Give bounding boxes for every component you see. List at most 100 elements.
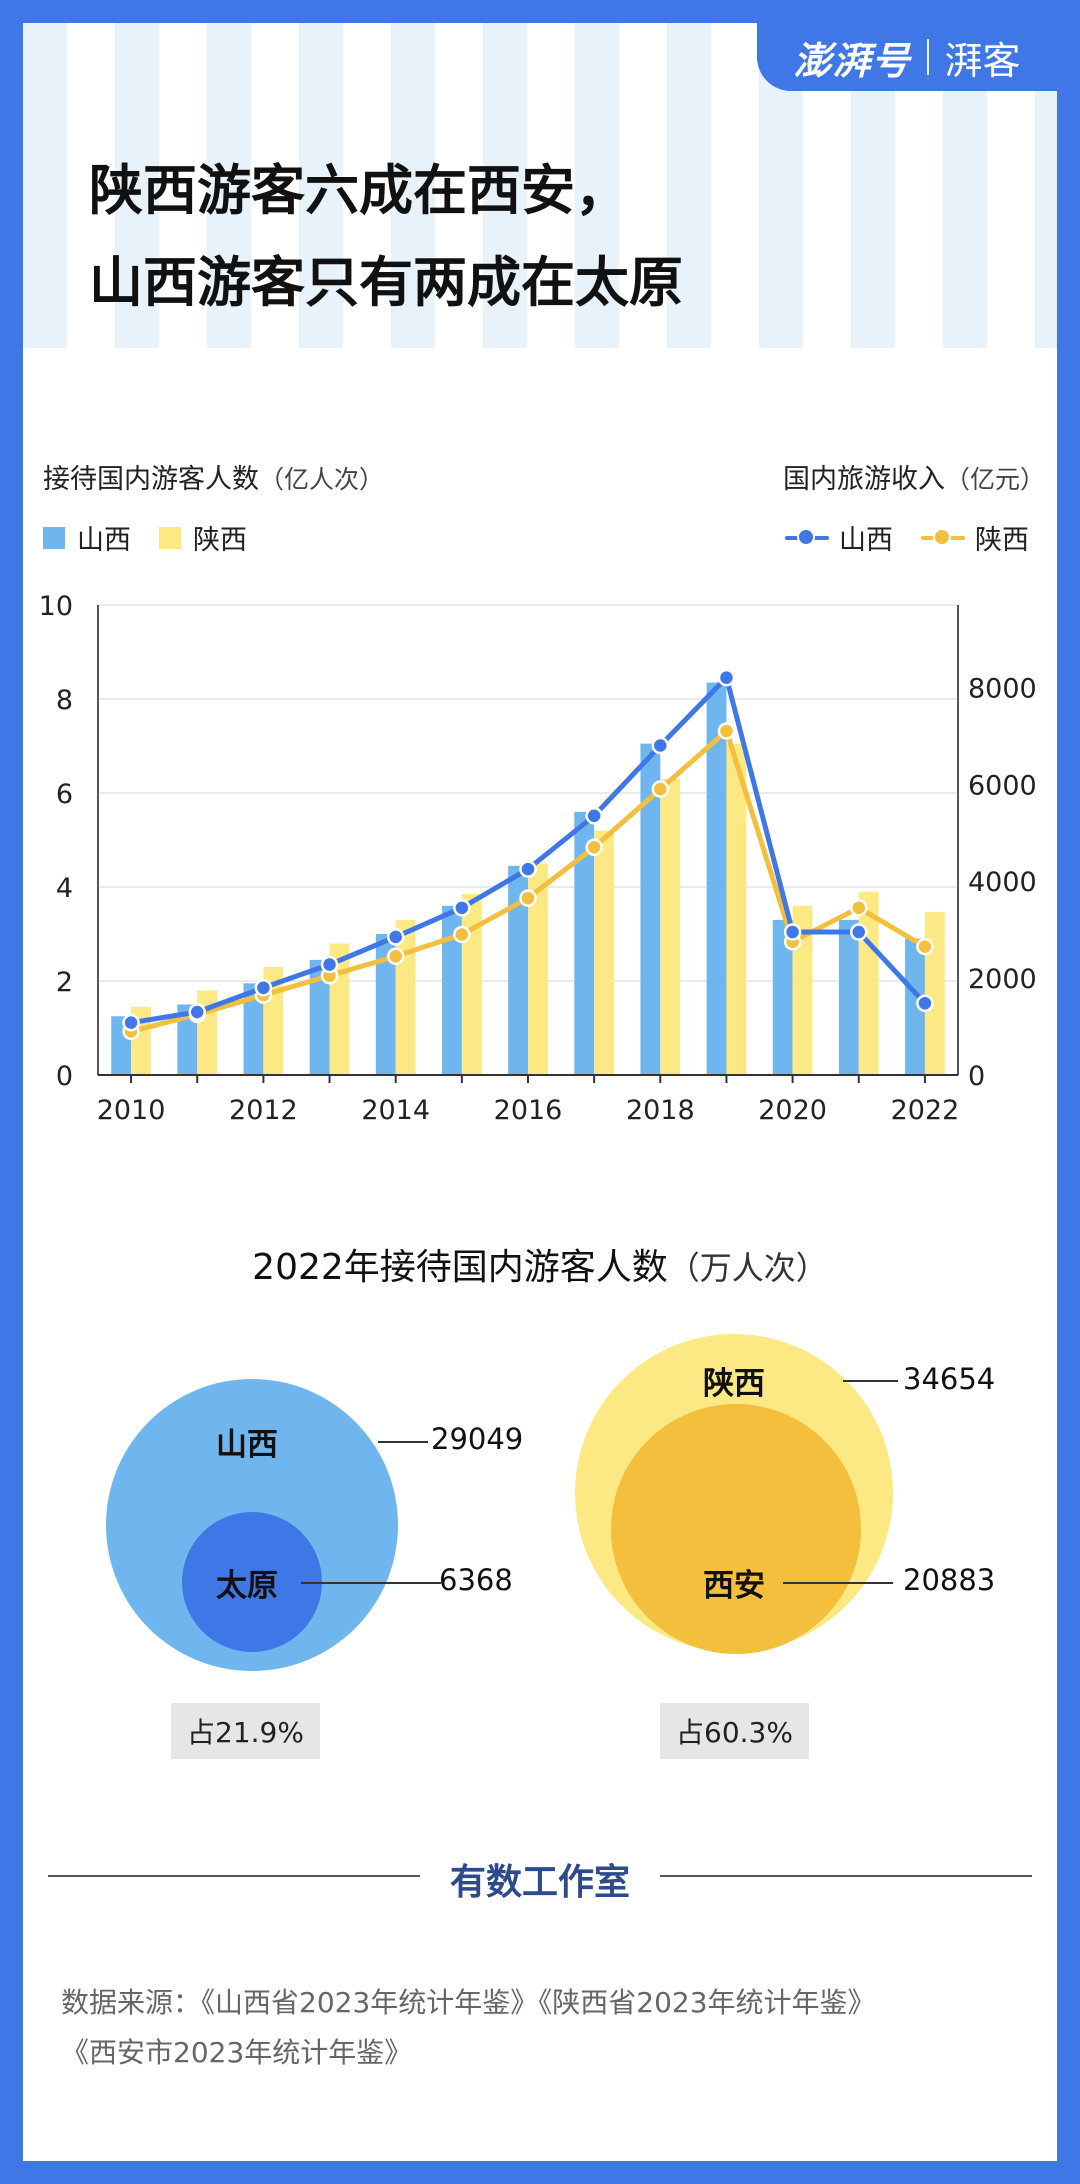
point-shanxi bbox=[519, 860, 537, 878]
right-axis-unit: （亿元） bbox=[944, 465, 1045, 494]
bar-shaanxi bbox=[660, 778, 681, 1075]
data-source: 数据来源：《山西省2023年统计年鉴》《陕西省2023年统计年鉴》 《西安市20… bbox=[61, 1978, 1041, 2078]
brand-badge[interactable]: 澎湃号 湃客 bbox=[757, 23, 1057, 91]
line-legend: 山西 陕西 bbox=[785, 518, 1057, 557]
point-shanxi bbox=[651, 736, 670, 755]
shaanxi-label: 陕西 bbox=[703, 1366, 765, 1402]
legend-line-marker-shaanxi bbox=[921, 527, 965, 549]
x-tick-label: 2016 bbox=[494, 1095, 563, 1126]
bar-shaanxi bbox=[197, 990, 218, 1075]
bar-shaanxi bbox=[594, 830, 614, 1075]
shaanxi-value: 34654 bbox=[903, 1362, 996, 1396]
brand-name: 澎湃号 bbox=[793, 38, 911, 83]
x-tick-label: 2020 bbox=[758, 1095, 827, 1126]
legend-line-shaanxi: 陕西 bbox=[921, 518, 1029, 557]
x-tick-label: 2022 bbox=[891, 1095, 960, 1126]
point-shaanxi bbox=[717, 722, 736, 740]
shanxi-leader-line bbox=[378, 1441, 428, 1443]
bar-shanxi bbox=[838, 919, 859, 1075]
legend-bar-shaanxi: 陕西 bbox=[159, 518, 247, 557]
right-axis-title-text: 国内旅游收入 bbox=[782, 464, 945, 495]
bar-shanxi bbox=[375, 934, 396, 1075]
taiyuan-circle bbox=[182, 1512, 322, 1652]
right-axis-title: 国内旅游收入（亿元） bbox=[783, 457, 1045, 496]
shaanxi-leader-line bbox=[843, 1380, 898, 1382]
y-right-tick-label: 8000 bbox=[968, 673, 1037, 704]
legend-swatch-shaanxi bbox=[159, 526, 181, 549]
bar-shanxi bbox=[706, 682, 727, 1075]
title-line-1: 陕西游客六成在西安， bbox=[89, 159, 629, 222]
legend-bar-shanxi-label: 山西 bbox=[77, 525, 131, 556]
y-left-tick-label: 8 bbox=[56, 685, 73, 716]
x-tick-label: 2014 bbox=[361, 1095, 430, 1126]
left-axis-title: 接待国内游客人数（亿人次） bbox=[43, 457, 384, 496]
bar-shaanxi bbox=[528, 863, 548, 1075]
x-tick-label: 2018 bbox=[626, 1095, 695, 1126]
source-line-2: 《西安市2023年统计年鉴》 bbox=[61, 2036, 413, 2069]
legend-bar-shaanxi-label: 陕西 bbox=[193, 525, 247, 556]
infographic-frame: 澎湃号 湃客 陕西游客六成在西安， 山西游客只有两成在太原 接待国内游客人数（亿… bbox=[23, 23, 1057, 2161]
bar-shanxi bbox=[574, 811, 595, 1075]
point-shaanxi bbox=[585, 838, 603, 857]
bar-shanxi bbox=[442, 905, 462, 1075]
bar-shanxi bbox=[905, 938, 925, 1075]
y-right-tick-label: 2000 bbox=[968, 964, 1037, 995]
x-tick-label: 2012 bbox=[229, 1095, 298, 1126]
legend-line-shanxi: 山西 bbox=[785, 518, 893, 557]
point-shanxi bbox=[916, 994, 934, 1013]
point-shaanxi bbox=[850, 899, 868, 917]
bar-shanxi bbox=[177, 1004, 198, 1075]
bar-shanxi bbox=[243, 983, 264, 1075]
point-shanxi bbox=[783, 923, 802, 941]
left-axis-unit: （亿人次） bbox=[259, 465, 385, 494]
y-right-tick-label: 4000 bbox=[968, 867, 1037, 898]
point-shanxi bbox=[320, 955, 339, 974]
point-shaanxi bbox=[386, 947, 405, 966]
footer-rule-right bbox=[660, 1875, 1032, 1877]
y-left-tick-label: 2 bbox=[56, 967, 73, 998]
combo-chart: 0 2 4 6 8 10 0 2000 4000 6000 8000 2010 2012 2014 2016… bbox=[39, 591, 1037, 1126]
y-right-tick-label: 6000 bbox=[968, 770, 1037, 801]
taiyuan-share: 占21.9% bbox=[171, 1703, 320, 1759]
bar-legend: 山西 陕西 bbox=[43, 518, 275, 557]
xian-share: 占60.3% bbox=[660, 1703, 809, 1759]
bar-shaanxi bbox=[924, 911, 945, 1075]
bar-shanxi bbox=[508, 865, 528, 1075]
bar-shanxi bbox=[309, 959, 330, 1075]
source-line-1: 数据来源：《山西省2023年统计年鉴》《陕西省2023年统计年鉴》 bbox=[61, 1986, 876, 2019]
point-shanxi bbox=[585, 807, 603, 825]
xian-label: 西安 bbox=[703, 1568, 765, 1604]
title-line-2: 山西游客只有两成在太原 bbox=[89, 251, 683, 314]
bar-shaanxi bbox=[726, 743, 747, 1075]
legend-line-shaanxi-label: 陕西 bbox=[975, 525, 1029, 556]
section2-title: 2022年接待国内游客人数（万人次） bbox=[23, 1238, 1057, 1290]
point-shaanxi bbox=[651, 780, 670, 798]
brand-divider bbox=[926, 39, 929, 75]
xian-value: 20883 bbox=[903, 1563, 996, 1597]
xian-circle bbox=[611, 1404, 861, 1654]
brand-channel: 湃客 bbox=[944, 38, 1021, 83]
y-left-tick-label: 6 bbox=[56, 779, 73, 810]
legend-line-shanxi-label: 山西 bbox=[839, 525, 893, 556]
y-left-tick-label: 4 bbox=[56, 873, 73, 904]
y-left-tick-label: 0 bbox=[56, 1061, 73, 1092]
footer-rule-left bbox=[48, 1875, 420, 1877]
y-right-tick-label: 0 bbox=[968, 1061, 985, 1092]
point-shaanxi bbox=[916, 937, 934, 956]
bar-shaanxi bbox=[461, 894, 482, 1075]
bar-shanxi bbox=[772, 919, 793, 1075]
legend-swatch-shanxi bbox=[43, 526, 65, 549]
point-shanxi bbox=[850, 923, 868, 941]
taiyuan-leader-line bbox=[301, 1582, 441, 1584]
shanxi-label: 山西 bbox=[216, 1427, 278, 1463]
point-shaanxi bbox=[453, 925, 471, 944]
point-shaanxi bbox=[519, 889, 537, 907]
left-axis-title-text: 接待国内游客人数 bbox=[43, 464, 259, 495]
shanxi-value: 29049 bbox=[431, 1422, 524, 1456]
x-tick-label: 2010 bbox=[97, 1095, 166, 1126]
section2-title-text: 2022年接待国内游客人数 bbox=[252, 1247, 668, 1288]
point-shanxi bbox=[254, 979, 273, 997]
studio-name: 有数工作室 bbox=[449, 1862, 630, 1903]
bar-shanxi bbox=[640, 743, 661, 1075]
taiyuan-label: 太原 bbox=[216, 1568, 278, 1604]
